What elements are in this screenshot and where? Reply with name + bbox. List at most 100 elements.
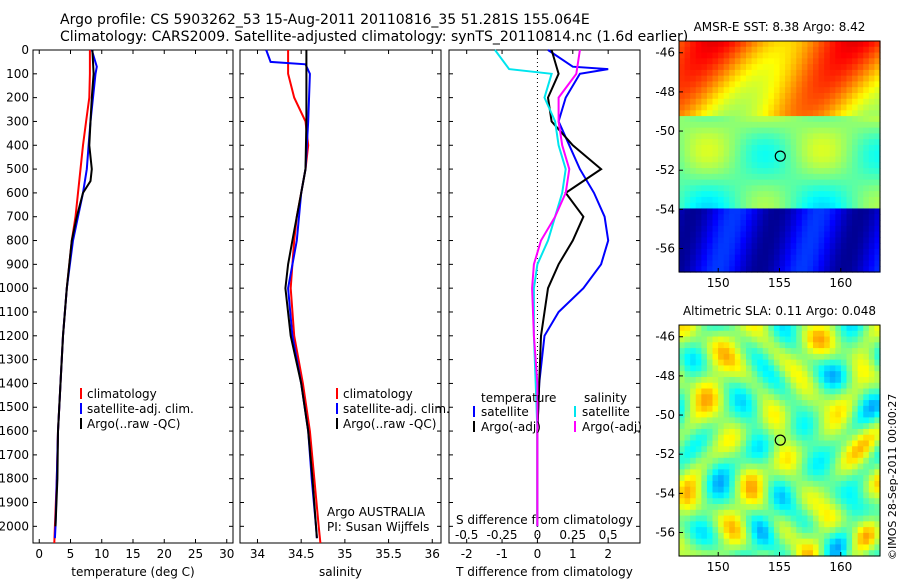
map-cell <box>863 504 870 511</box>
map-cell <box>846 434 853 442</box>
map-cell <box>773 196 781 204</box>
map-cell <box>712 231 719 238</box>
map-cell <box>796 371 803 378</box>
map-cell <box>874 214 881 221</box>
map-cell <box>801 475 809 482</box>
map-cell <box>684 139 691 146</box>
map-cell <box>690 457 697 465</box>
map-cell <box>706 185 714 192</box>
map-cell <box>684 214 691 221</box>
map-cell <box>706 521 714 528</box>
map-cell <box>746 231 753 238</box>
map-cell <box>701 150 708 158</box>
map-cell <box>723 121 730 129</box>
map-cell <box>857 173 864 181</box>
map-cell <box>768 492 775 499</box>
map-cell <box>857 185 864 192</box>
map-cell <box>723 538 730 546</box>
map-cell <box>740 400 747 407</box>
map-cell <box>857 325 864 332</box>
map-cell <box>801 411 809 419</box>
map-cell <box>712 475 719 482</box>
map-cell <box>840 52 848 59</box>
map-cell <box>852 162 859 169</box>
map-cell <box>701 41 708 48</box>
map-cell <box>757 532 764 540</box>
map-cell <box>813 220 820 227</box>
map-cell <box>751 394 758 401</box>
map-cell <box>846 405 853 413</box>
map-cell <box>751 133 758 140</box>
map-cell <box>751 87 758 94</box>
map-cell <box>718 69 725 77</box>
map-cell <box>835 75 842 83</box>
map-cell <box>813 202 820 210</box>
map-cell <box>723 463 730 470</box>
map-cell <box>796 220 803 227</box>
map-cell <box>679 394 686 401</box>
map-cell <box>712 168 719 175</box>
map-cell <box>684 492 691 499</box>
map-cell <box>712 504 719 511</box>
map-cell <box>712 116 719 123</box>
map-cell <box>790 191 797 198</box>
map-cell <box>818 237 825 244</box>
map-cell <box>863 336 870 343</box>
map-cell <box>746 504 753 511</box>
map-cell <box>857 127 864 135</box>
map-cell <box>824 376 831 384</box>
map-cell <box>712 365 719 372</box>
map-cell <box>773 254 781 262</box>
map-cell <box>740 191 747 198</box>
map-cell <box>734 191 742 198</box>
map-cell <box>773 400 781 407</box>
map-cell <box>762 434 769 442</box>
map-cell <box>757 202 764 210</box>
map-cell <box>757 173 764 181</box>
map-cell <box>679 81 686 88</box>
y-tick-label: 1000 <box>0 281 29 295</box>
map-cell <box>679 214 686 221</box>
map-cell <box>801 237 809 244</box>
map-cell <box>729 127 736 135</box>
map-cell <box>829 46 836 54</box>
map-cell <box>846 394 853 401</box>
map-cell <box>801 515 809 522</box>
map-cell <box>718 162 725 169</box>
map-cell <box>852 116 859 123</box>
map-cell <box>790 348 797 355</box>
map-cell <box>723 214 730 221</box>
map-cell <box>807 434 814 442</box>
map-cell <box>762 185 769 192</box>
map-cell <box>701 208 708 215</box>
map-cell <box>813 544 820 551</box>
map-cell <box>762 75 769 83</box>
map-cell <box>824 173 831 181</box>
map-cell <box>690 446 697 453</box>
map-cell <box>734 492 742 499</box>
map-cell <box>679 98 686 106</box>
map-cell <box>695 254 702 262</box>
map-cell <box>712 196 719 204</box>
map-cell <box>818 336 825 343</box>
map-cell <box>796 75 803 83</box>
map-cell <box>729 254 736 262</box>
map-cell <box>796 243 803 250</box>
x-tick-label: 150 <box>707 560 730 574</box>
map-cell <box>684 417 691 424</box>
map-cell <box>684 208 691 215</box>
map-cell <box>852 75 859 83</box>
map-cell <box>718 440 725 447</box>
map-cell <box>818 325 825 332</box>
map-cell <box>762 486 769 494</box>
map-cell <box>868 423 876 430</box>
map-cell <box>740 156 747 163</box>
map-cell <box>801 266 809 273</box>
map-cell <box>790 121 797 129</box>
map-cell <box>840 521 848 528</box>
map-cell <box>807 248 814 256</box>
map-cell <box>779 498 786 505</box>
y-tick-label: -54 <box>655 486 675 500</box>
map-cell <box>695 342 702 349</box>
map-cell <box>690 179 697 186</box>
